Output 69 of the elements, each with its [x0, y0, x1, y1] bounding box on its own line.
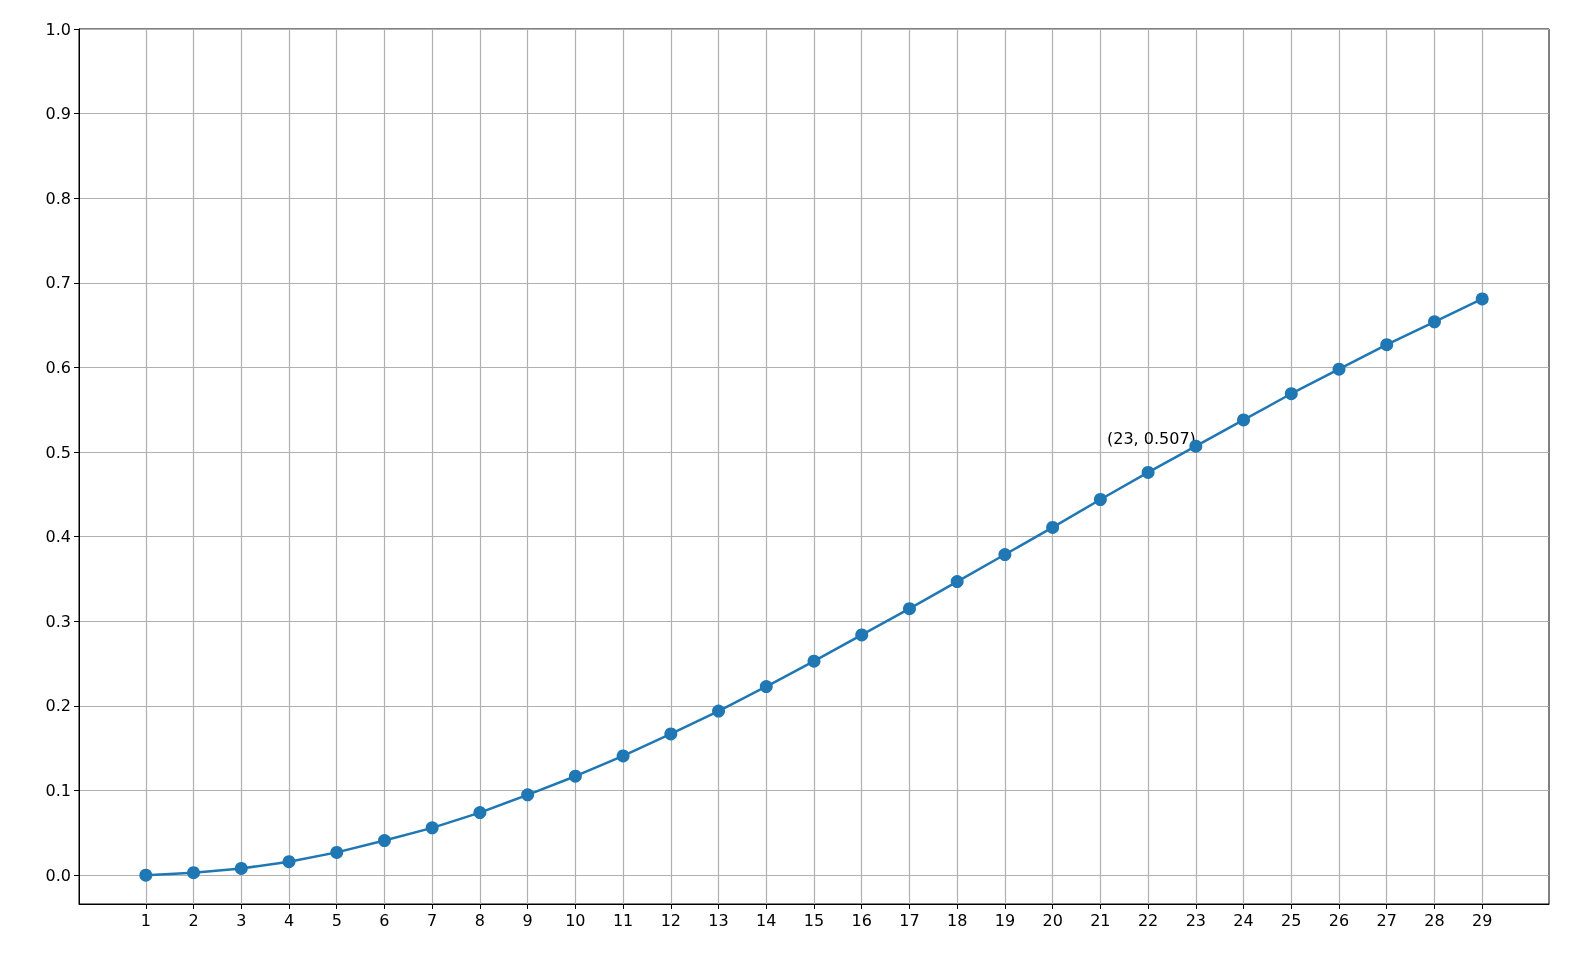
point — [950, 575, 964, 589]
x-tick-label: 11 — [612, 910, 634, 930]
point — [1380, 338, 1394, 352]
x-tick-label: 7 — [427, 910, 438, 930]
x-tick-label: 2 — [188, 910, 199, 930]
y-tick-label: 0.3 — [45, 611, 71, 631]
point — [139, 868, 153, 882]
x-tick-label: 16 — [851, 910, 872, 930]
point — [282, 855, 296, 869]
point — [425, 821, 439, 835]
x-tick-label: 3 — [236, 910, 247, 930]
point — [377, 834, 391, 848]
y-tick-label: 0.1 — [45, 781, 71, 801]
x-tick-label: 26 — [1328, 910, 1350, 930]
y-tick-label: 1.0 — [45, 19, 71, 39]
x-tick-label: 14 — [756, 910, 777, 930]
y-tick-label: 0.4 — [45, 527, 71, 547]
x-tick-label: 10 — [565, 910, 586, 930]
x-tick-label: 29 — [1472, 910, 1493, 930]
x-tick-label: 9 — [522, 910, 533, 930]
point — [568, 769, 582, 783]
point — [855, 628, 869, 642]
point — [1093, 493, 1107, 506]
x-tick-label: 6 — [379, 910, 390, 930]
annotation: (23, 0.507) — [1106, 428, 1196, 448]
y-tick-label: 0.8 — [45, 188, 71, 208]
point — [998, 548, 1012, 561]
x-tick-label: 18 — [947, 910, 968, 930]
point — [1475, 292, 1489, 306]
x-tick-label: 25 — [1281, 910, 1302, 930]
point — [1141, 465, 1155, 479]
x-tick-label: 20 — [1042, 910, 1063, 930]
x-tick-label: 19 — [994, 910, 1016, 930]
x-tick-label: 13 — [708, 910, 729, 930]
point — [187, 866, 201, 880]
y-tick-label: 0.7 — [45, 273, 71, 293]
point — [330, 845, 344, 859]
x-tick-label: 27 — [1376, 910, 1397, 930]
point — [712, 704, 726, 718]
point — [902, 602, 916, 616]
x-tick-label: 17 — [899, 910, 920, 930]
y-tick-label: 0.0 — [45, 865, 71, 885]
y-tick-label: 0.6 — [45, 357, 71, 377]
point — [664, 727, 678, 741]
point — [1284, 387, 1298, 401]
x-tick-label: 23 — [1185, 910, 1206, 930]
x-tick-label: 28 — [1424, 910, 1445, 930]
point — [616, 749, 630, 763]
x-tick-label: 12 — [660, 910, 681, 930]
point — [807, 654, 821, 668]
point — [1332, 362, 1346, 376]
point — [521, 788, 535, 802]
point — [473, 806, 487, 820]
x-tick-label: 15 — [803, 910, 825, 930]
x-tick-label: 5 — [331, 910, 342, 930]
y-tick-label: 0.9 — [45, 104, 71, 124]
x-tick-label: 21 — [1090, 910, 1111, 930]
point — [234, 861, 248, 875]
x-tick-label: 4 — [283, 910, 295, 930]
y-tick-label: 0.2 — [45, 696, 71, 716]
x-tick-label: 8 — [474, 910, 485, 930]
x-tick-label: 1 — [140, 910, 151, 930]
x-tick-label: 24 — [1233, 910, 1254, 930]
point — [1046, 520, 1060, 534]
x-tick-label: 22 — [1137, 910, 1159, 930]
y-tick-label: 0.5 — [45, 442, 71, 462]
point — [1237, 413, 1251, 427]
point — [1427, 315, 1441, 329]
point — [759, 680, 773, 694]
